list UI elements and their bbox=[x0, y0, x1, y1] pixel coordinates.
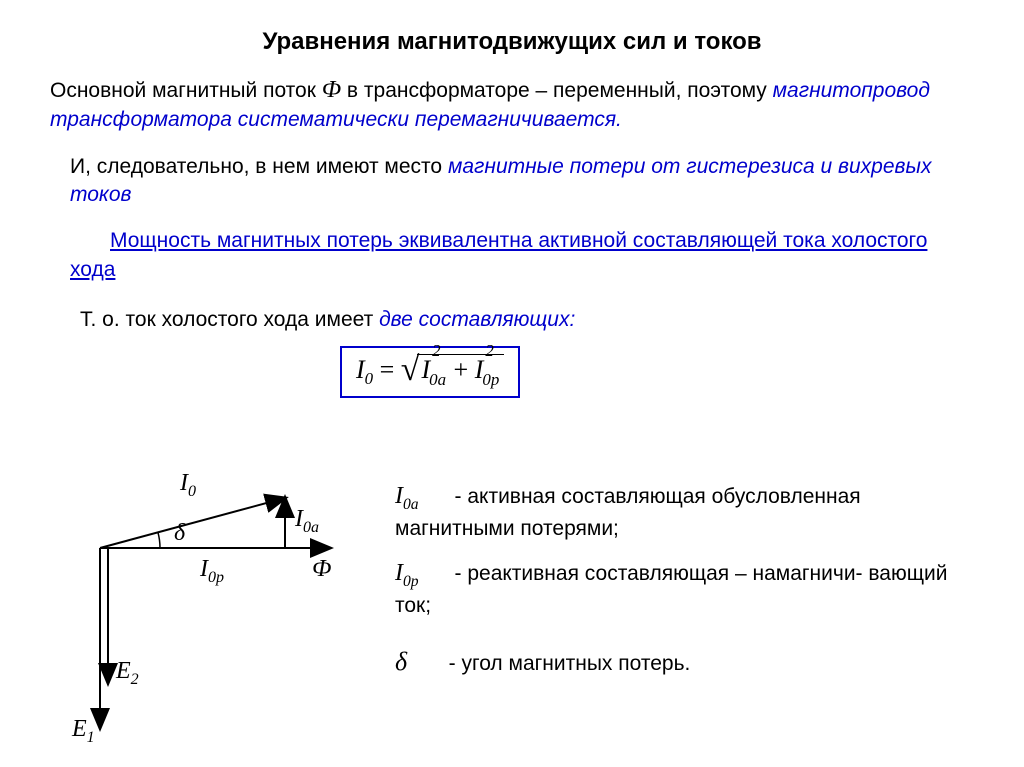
definitions: I0а - активная составляющая обусловленна… bbox=[395, 480, 985, 693]
formula-plus: + bbox=[454, 355, 475, 384]
p4-text-b: две составляющих: bbox=[379, 308, 575, 331]
svg-text:Ф: Ф bbox=[312, 556, 331, 582]
page-title: Уравнения магнитодвижущих сил и токов bbox=[0, 0, 1024, 56]
paragraph-4: Т. о. ток холостого хода имеет две соста… bbox=[80, 306, 974, 334]
def-row-1: I0а - активная составляющая обусловленна… bbox=[395, 480, 985, 543]
svg-text:I0а: I0а bbox=[294, 506, 319, 536]
svg-text:δ: δ bbox=[174, 520, 186, 546]
def-row-2: I0р - реактивная составляющая – намагнич… bbox=[395, 557, 985, 620]
p2-text-a: И, следовательно, в нем имеют место bbox=[70, 155, 448, 178]
svg-text:I0: I0 bbox=[179, 470, 196, 500]
p3-text: Мощность магнитных потерь эквивалентна а… bbox=[70, 229, 927, 280]
svg-text:E2: E2 bbox=[115, 658, 139, 688]
svg-text:E1: E1 bbox=[71, 716, 95, 746]
d3-sym: δ bbox=[395, 644, 437, 679]
formula-lhs-I: I bbox=[356, 355, 365, 384]
formula-t2-sup: 2 bbox=[485, 341, 493, 361]
paragraph-3: Мощность магнитных потерь эквивалентна а… bbox=[70, 227, 974, 284]
formula-t2-sub: 0р bbox=[482, 370, 499, 389]
vector-diagram: Ф I0р I0а I0 δ E2 E1 bbox=[40, 448, 360, 748]
formula-t1-sup: 2 bbox=[432, 341, 440, 361]
formula-box: I0 = √ I20а + I20р bbox=[340, 346, 520, 397]
d2-text: - реактивная составляющая – намагничи- в… bbox=[395, 562, 947, 617]
formula-eq: = bbox=[380, 355, 401, 384]
p1-phi: Ф bbox=[322, 77, 341, 103]
def-row-3: δ - угол магнитных потерь. bbox=[395, 644, 985, 679]
formula-lhs-sub: 0 bbox=[365, 370, 373, 389]
svg-text:I0р: I0р bbox=[199, 556, 224, 586]
d1-sym-I: I bbox=[395, 483, 403, 509]
d2-sym-I: I bbox=[395, 560, 403, 586]
d1-text: - активная составляющая обусловленная ма… bbox=[395, 485, 861, 540]
paragraph-2: И, следовательно, в нем имеют место магн… bbox=[70, 153, 974, 210]
d3-text: - угол магнитных потерь. bbox=[449, 652, 691, 675]
d1-sym-sub: 0а bbox=[403, 496, 419, 513]
p4-text-a: Т. о. ток холостого хода имеет bbox=[80, 308, 379, 331]
p1-text-b: в трансформаторе – переменный, поэтому bbox=[347, 79, 773, 102]
p1-text-a: Основной магнитный поток bbox=[50, 79, 322, 102]
sqrt-icon: √ I20а + I20р bbox=[401, 354, 504, 391]
d2-sym-sub: 0р bbox=[403, 573, 419, 590]
paragraph-1: Основной магнитный поток Ф в трансформат… bbox=[50, 74, 974, 135]
formula-t1-sub: 0а bbox=[429, 370, 446, 389]
